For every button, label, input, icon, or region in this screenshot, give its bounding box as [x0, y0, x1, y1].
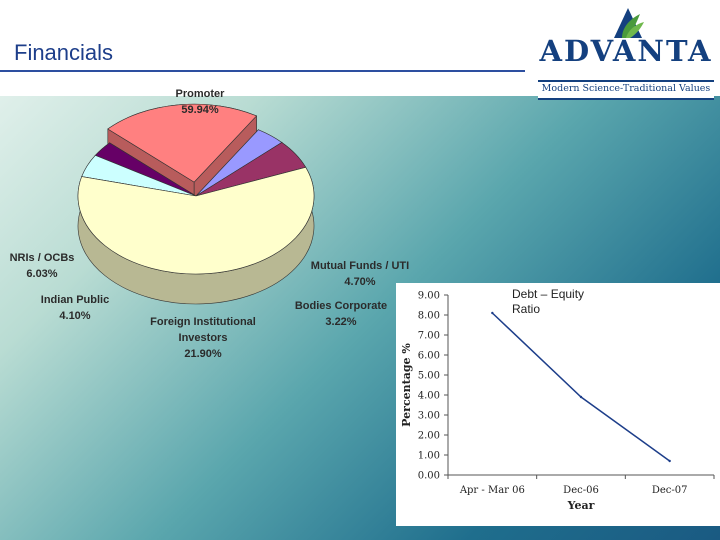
y-tick-label: 2.00 — [418, 431, 440, 442]
line-chart-title: Debt – Equity Ratio — [512, 287, 585, 316]
y-tick-label: 9.00 — [418, 291, 440, 302]
y-tick-label: 1.00 — [418, 451, 440, 462]
x-tick-label: Dec-07 — [652, 485, 688, 496]
x-axis-label: Year — [567, 499, 595, 512]
advanta-leaf-logo-icon — [614, 8, 644, 38]
pie-label-promoter: Promoter 59.94% — [160, 86, 240, 118]
pie-label-fii: Foreign Institutional Investors 21.90% — [138, 314, 268, 362]
y-tick-label: 3.00 — [418, 411, 440, 422]
x-tick-label: Apr - Mar 06 — [459, 485, 525, 496]
pie-label-bodies-corporate-value: 3.22% — [325, 316, 357, 328]
series-line-0 — [491, 312, 671, 462]
pie-label-bodies-corporate-name: Bodies Corporate — [294, 300, 388, 312]
pie-slice-promoter — [77, 166, 315, 305]
pie-label-indian-public-value: 4.10% — [59, 310, 91, 322]
data-point — [491, 311, 494, 315]
debt-equity-chart-panel — [396, 283, 720, 526]
y-tick-label: 5.00 — [418, 371, 440, 382]
pie-label-promoter-name: Promoter — [175, 88, 225, 100]
logo-wordmark: ADVANTA — [539, 34, 713, 68]
x-tick-label: Dec-06 — [563, 485, 599, 496]
pie-label-indian-public-name: Indian Public — [40, 294, 110, 306]
pie-label-mutual-funds-name: Mutual Funds / UTI — [310, 260, 410, 272]
pie-label-mutual-funds-value: 4.70% — [344, 276, 376, 288]
y-tick-label: 8.00 — [418, 311, 440, 322]
advanta-logo: ADVANTA Modern Science-Traditional Value… — [536, 4, 718, 100]
data-point — [579, 395, 583, 399]
shareholding-pie-chart — [77, 103, 315, 305]
pie-label-fii-value: 21.90% — [184, 348, 222, 360]
pie-label-indian-public: Indian Public 4.10% — [30, 292, 120, 324]
pie-label-nris: NRIs / OCBs 6.03% — [2, 250, 82, 282]
pie-label-nris-name: NRIs / OCBs — [9, 252, 75, 264]
y-tick-label: 6.00 — [418, 351, 440, 362]
pie-label-promoter-value: 59.94% — [181, 104, 219, 116]
logo-tagline: Modern Science-Traditional Values — [538, 80, 714, 100]
debt-equity-line-chart: 0.00 1.00 2.00 3.00 4.00 5.00 6.00 7.00 8.00 9.00… — [400, 291, 715, 512]
pie-label-nris-value: 6.03% — [26, 268, 58, 280]
y-tick-label: 4.00 — [418, 391, 440, 402]
pie-label-fii-name: Foreign Institutional Investors — [150, 316, 256, 344]
page-title: Financials — [14, 40, 114, 65]
pie-label-bodies-corporate: Bodies Corporate 3.22% — [286, 298, 396, 330]
y-tick-label: 7.00 — [418, 331, 440, 342]
y-axis-label: Percentage % — [400, 343, 413, 427]
y-tick-label: 0.00 — [418, 471, 440, 482]
title-underline — [0, 70, 525, 72]
data-point — [668, 459, 671, 463]
pie-label-mutual-funds: Mutual Funds / UTI 4.70% — [304, 258, 416, 290]
